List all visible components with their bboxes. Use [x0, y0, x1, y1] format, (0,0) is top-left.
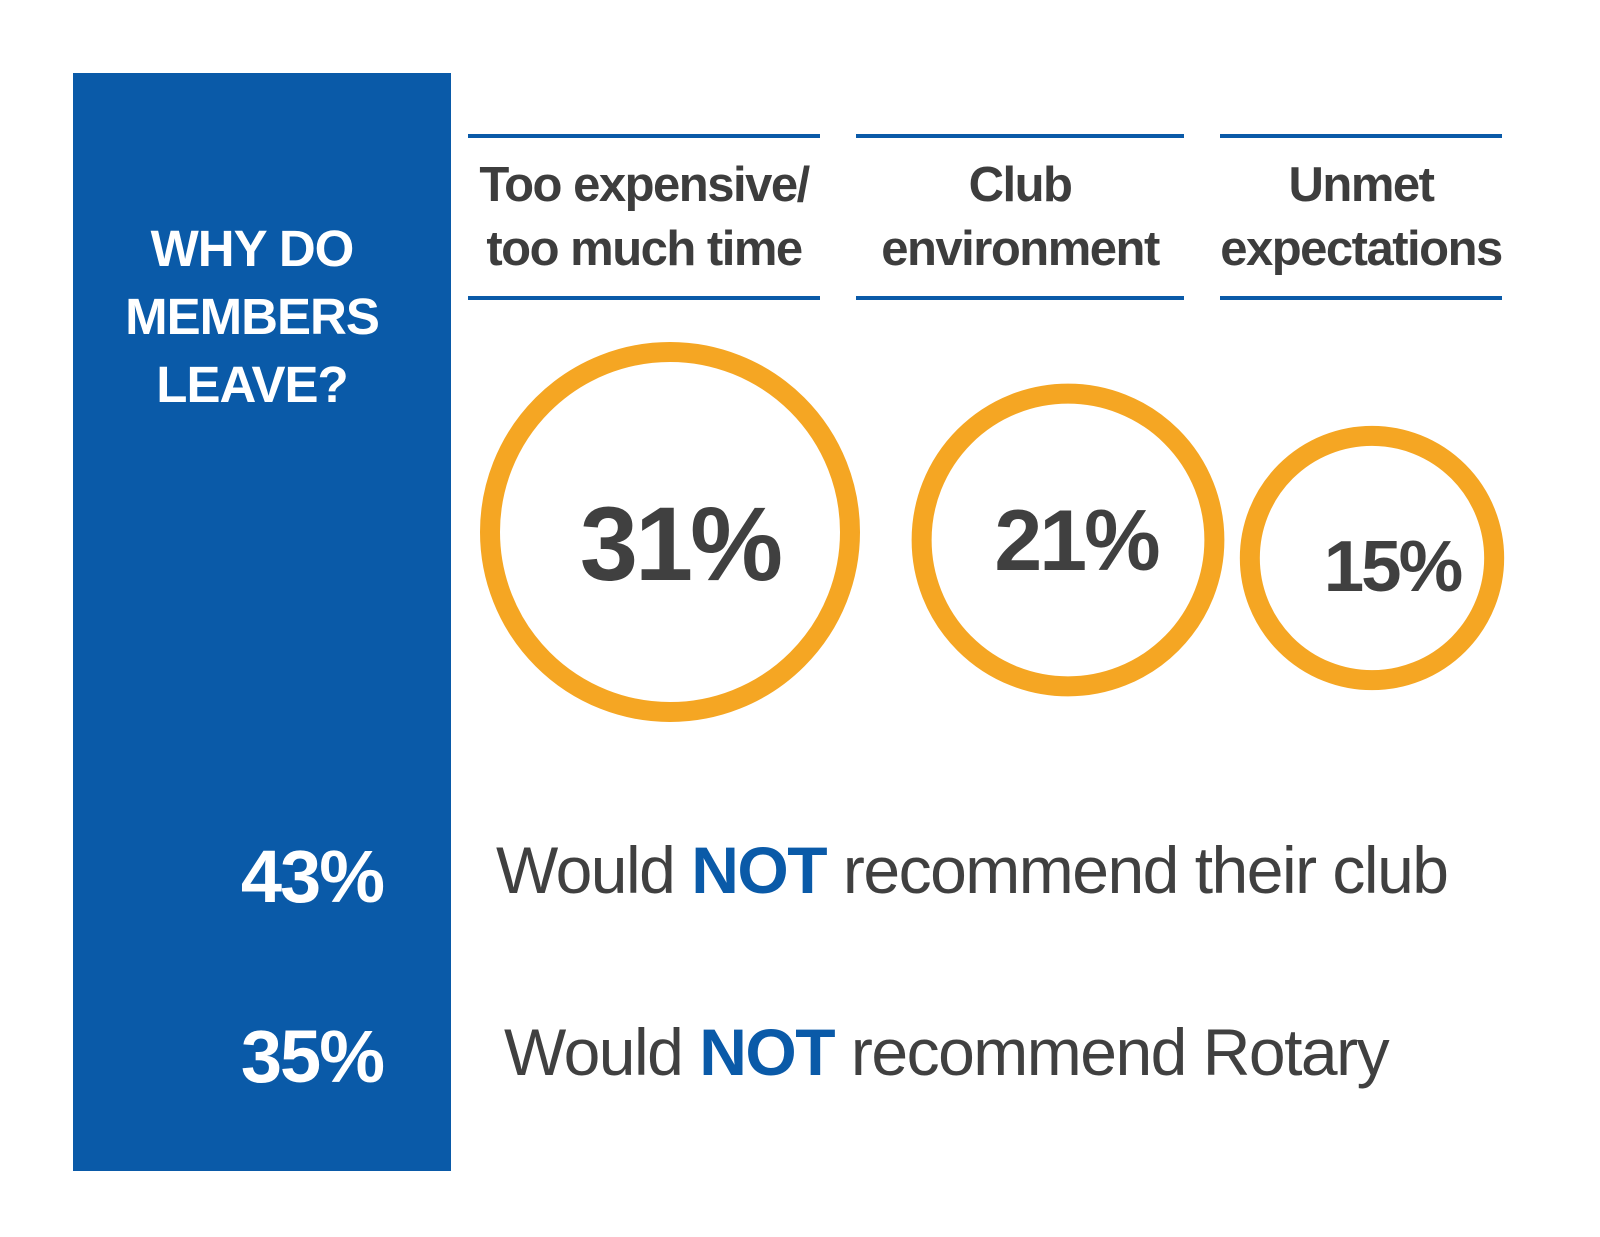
statement-rotary: Would NOT recommend Rotary: [504, 1012, 1390, 1092]
stat-value-club: 43%: [240, 835, 385, 918]
bubble-value-label: 31%: [580, 486, 781, 603]
bubble-ring: [911, 383, 1225, 697]
sidebar-title: WHY DO MEMBERS LEAVE?: [73, 215, 431, 419]
category-header-line: Too expensive/: [479, 158, 810, 212]
statement-club: Would NOT recommend their club: [496, 830, 1449, 910]
statement-prefix: Would: [496, 833, 692, 907]
statement-suffix: recommend Rotary: [834, 1015, 1390, 1089]
sidebar-title-line: LEAVE?: [156, 356, 348, 413]
sidebar-title-line: MEMBERS: [125, 288, 380, 345]
statement-emphasis: NOT: [699, 1015, 835, 1089]
category-header-environment: Club environment: [856, 134, 1184, 300]
category-header-cost: Too expensive/ too much time: [468, 134, 820, 300]
category-header-line: Unmet: [1288, 158, 1435, 212]
stat-value-rotary: 35%: [240, 1015, 385, 1098]
statement-suffix: recommend their club: [826, 833, 1449, 907]
category-header-line: environment: [881, 222, 1160, 276]
statement-emphasis: NOT: [691, 833, 827, 907]
bubble-value-label: 15%: [1324, 526, 1462, 607]
bubble-value-label: 21%: [994, 493, 1159, 589]
category-header-line: too much time: [486, 222, 803, 276]
sidebar-panel: WHY DO MEMBERS LEAVE? 43% 35%: [73, 73, 451, 1171]
bubble-ring: [1239, 425, 1505, 691]
statement-prefix: Would: [504, 1015, 700, 1089]
category-header-expectations: Unmet expectations: [1220, 134, 1503, 300]
sidebar-title-line: WHY DO: [150, 220, 355, 277]
category-header-line: expectations: [1220, 222, 1503, 276]
category-header-line: Club: [968, 158, 1073, 212]
bubble-ring: [480, 342, 860, 722]
